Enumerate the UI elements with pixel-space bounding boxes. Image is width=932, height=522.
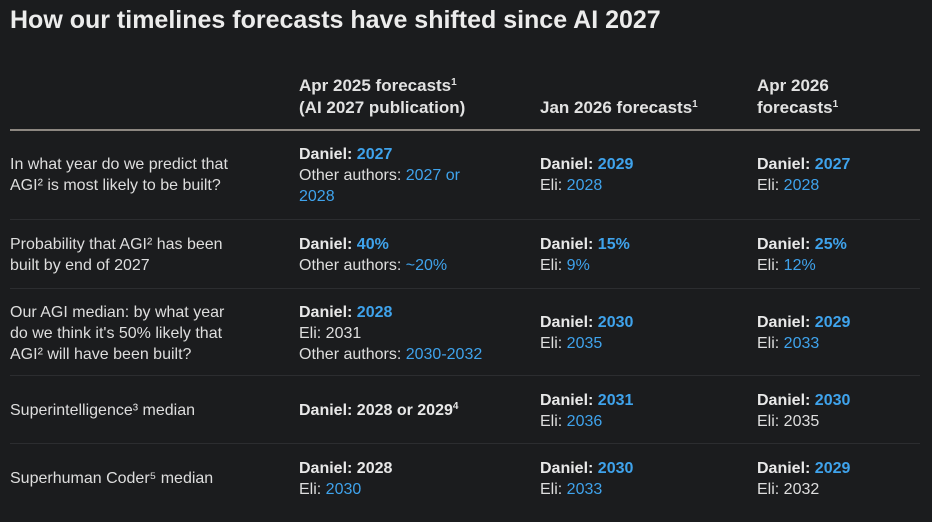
row-2-apr-2025: Daniel: 40% Other authors: ~20% <box>299 236 448 274</box>
footnote-ref: 1 <box>832 99 839 110</box>
row-1-apr-2026: Daniel: 2027 Eli: 2028 <box>757 156 851 194</box>
row-5-apr-2026: Daniel: 2029 Eli: 2032 <box>757 460 851 498</box>
row-4-jan-2026: Daniel: 2031 Eli: 2036 <box>540 392 634 430</box>
row-4-apr-2026: Daniel: 2030 Eli: 2035 <box>757 392 851 430</box>
header-apr-2026: Apr 2026 forecasts1 <box>757 75 838 119</box>
row-2-apr-2026: Daniel: 25% Eli: 12% <box>757 236 847 274</box>
row-divider <box>10 219 920 220</box>
row-divider <box>10 443 920 444</box>
header-apr-2025-line2: (AI 2027 publication) <box>299 98 466 117</box>
header-divider <box>10 129 920 131</box>
row-3-jan-2026: Daniel: 2030 Eli: 2035 <box>540 314 634 352</box>
row-3-apr-2026: Daniel: 2029 Eli: 2033 <box>757 314 851 352</box>
header-apr-2026-line1: Apr 2026 <box>757 76 829 95</box>
row-5-jan-2026: Daniel: 2030 Eli: 2033 <box>540 460 634 498</box>
row-divider <box>10 375 920 376</box>
row-5-apr-2025: Daniel: 2028 Eli: 2030 <box>299 460 393 498</box>
footnote-ref: 4 <box>452 401 459 412</box>
header-apr-2026-line2: forecasts <box>757 98 833 117</box>
row-1-question: In what year do we predict that AGI² is … <box>10 156 228 194</box>
row-divider <box>10 288 920 289</box>
row-5-question: Superhuman Coder⁵ median <box>10 470 214 487</box>
row-3-apr-2025: Daniel: 2028 Eli: 2031 Other authors: 20… <box>299 304 483 363</box>
row-4-apr-2025: Daniel: 2028 or 20294 <box>299 401 459 420</box>
row-3-question: Our AGI median: by what year do we think… <box>10 304 225 363</box>
row-4-question: Superintelligence³ median <box>10 402 195 419</box>
footnote-ref: 1 <box>692 99 698 110</box>
header-jan-2026-label: Jan 2026 forecasts <box>540 98 693 117</box>
header-apr-2025-line1: Apr 2025 forecasts <box>299 76 452 95</box>
footnote-ref: 1 <box>451 77 457 88</box>
page-title: How our timelines forecasts have shifted… <box>10 6 661 34</box>
row-2-jan-2026: Daniel: 15% Eli: 9% <box>540 236 630 274</box>
header-jan-2026: Jan 2026 forecasts1 <box>540 97 698 119</box>
header-apr-2025: Apr 2025 forecasts1 (AI 2027 publication… <box>299 75 465 119</box>
row-2-question: Probability that AGI² has been built by … <box>10 236 223 274</box>
row-1-jan-2026: Daniel: 2029 Eli: 2028 <box>540 156 634 194</box>
row-1-apr-2025: Daniel: 2027 Other authors: 2027 or 2028 <box>299 146 460 205</box>
